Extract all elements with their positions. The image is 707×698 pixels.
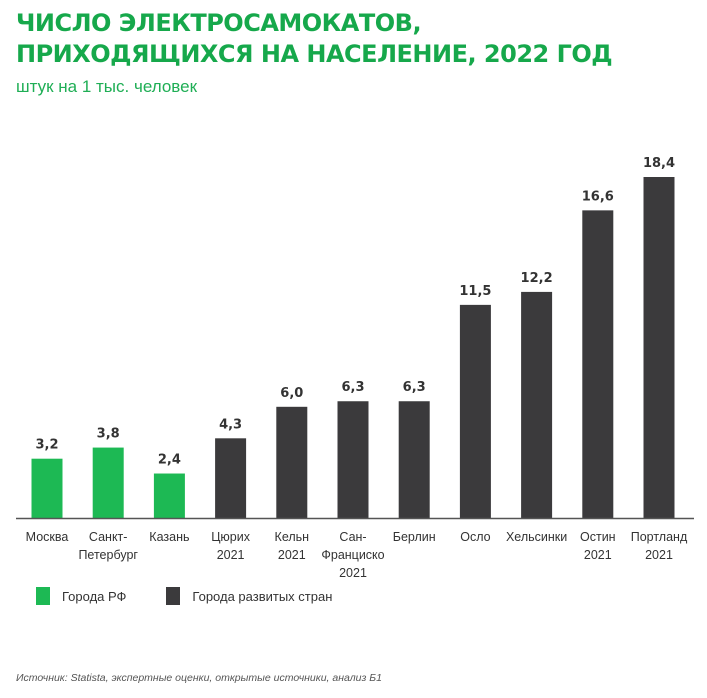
category-label: 2021 — [339, 566, 367, 580]
bar — [643, 177, 675, 518]
data-label: 6,3 — [403, 380, 426, 395]
category-label: Петербург — [78, 548, 138, 562]
category-label: Франциско — [321, 548, 384, 562]
category-label: 2021 — [278, 548, 306, 562]
category-label: Кельн — [275, 530, 310, 544]
category-label: 2021 — [645, 548, 673, 562]
data-label: 11,5 — [459, 284, 491, 299]
category-label: Осло — [460, 530, 490, 544]
bar — [582, 210, 614, 518]
chart-subtitle: штук на 1 тыс. человек — [16, 77, 198, 96]
chart-title: ЧИСЛО ЭЛЕКТРОСАМОКАТОВ, ПРИХОДЯЩИХСЯ НА … — [16, 8, 613, 70]
data-label: 6,3 — [341, 380, 364, 395]
bar — [459, 304, 491, 518]
data-label: 3,8 — [97, 427, 120, 442]
legend: Города РФ Города развитых стран — [36, 587, 332, 605]
category-label: Санкт- — [89, 530, 128, 544]
source-note: Источник: Statista, экспертные оценки, о… — [16, 672, 382, 684]
category-label: Портланд — [631, 530, 688, 544]
bar — [398, 401, 430, 518]
data-label: 12,2 — [521, 271, 553, 286]
category-label: 2021 — [584, 548, 612, 562]
bar — [153, 473, 185, 518]
data-label: 4,3 — [219, 417, 242, 432]
category-label: Казань — [149, 530, 189, 544]
category-label: Москва — [26, 530, 69, 544]
data-label: 3,2 — [35, 438, 58, 453]
legend-swatch-russia — [36, 587, 50, 605]
category-label: Берлин — [393, 530, 436, 544]
bar — [521, 291, 553, 518]
category-label: Остин — [580, 530, 616, 544]
bar — [31, 458, 63, 518]
bar — [92, 447, 124, 518]
data-label: 2,4 — [158, 453, 181, 468]
category-label: Сан- — [339, 530, 366, 544]
data-label: 16,6 — [582, 189, 614, 204]
legend-swatch-developed — [166, 587, 181, 605]
category-label: Хельсинки — [506, 530, 567, 544]
bar — [215, 438, 247, 518]
bar — [337, 401, 369, 518]
category-label: Цюрих — [211, 530, 251, 544]
title-line-2: ПРИХОДЯЩИХСЯ НА НАСЕЛЕНИЕ, 2022 ГОД — [16, 40, 613, 68]
title-line-1: ЧИСЛО ЭЛЕКТРОСАМОКАТОВ, — [16, 9, 422, 37]
legend-label-russia: Города РФ — [62, 588, 127, 604]
data-label: 18,4 — [643, 156, 675, 171]
legend-label-developed: Города развитых стран — [192, 588, 333, 604]
data-label: 6,0 — [280, 386, 303, 401]
category-label: 2021 — [217, 548, 245, 562]
bar — [276, 406, 308, 518]
